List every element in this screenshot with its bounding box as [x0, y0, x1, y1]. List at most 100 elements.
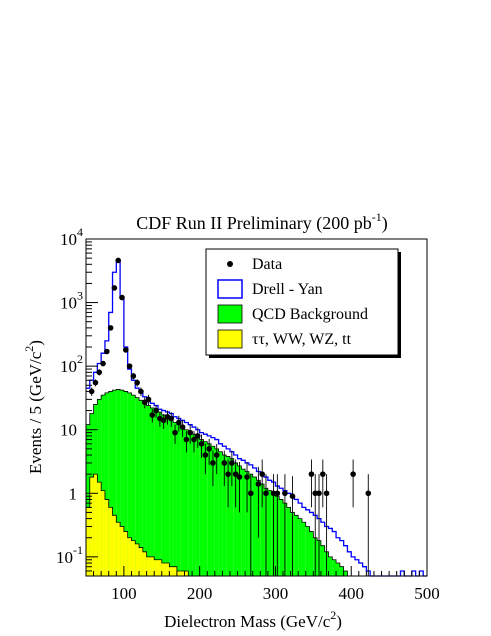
data-point	[308, 471, 315, 477]
data-point	[350, 471, 356, 477]
data-point	[232, 471, 239, 477]
chart-title-superscript: -1	[372, 210, 382, 224]
histogram-bin	[252, 477, 257, 576]
histogram-bin	[131, 395, 136, 576]
histogram-bin	[233, 462, 238, 576]
y-tick-label: 104	[60, 225, 83, 249]
histogram-bin	[336, 563, 340, 576]
histogram-bin	[169, 420, 174, 576]
histogram-bin	[199, 439, 204, 576]
data-point	[141, 399, 148, 406]
histogram-bin	[176, 424, 181, 576]
histogram-bin	[260, 484, 265, 576]
histogram-bin	[161, 563, 166, 576]
histogram-bin	[146, 405, 151, 576]
histogram-bin	[195, 435, 200, 576]
data-point	[221, 460, 228, 466]
data-point	[202, 452, 209, 458]
histogram-bin	[131, 540, 136, 576]
legend-label: QCD Background	[252, 306, 368, 323]
histogram-bin	[154, 409, 158, 576]
histogram-bin	[135, 543, 140, 576]
data-point	[198, 441, 205, 447]
histogram-bin	[146, 556, 151, 576]
histogram-bin	[154, 559, 158, 576]
histogram-bin	[301, 522, 306, 576]
x-tick-label: 200	[187, 584, 213, 603]
histogram-bin	[157, 411, 162, 576]
histogram-bin	[180, 427, 185, 576]
histogram-bin	[139, 547, 143, 576]
histogram-bin	[173, 566, 177, 576]
histogram-bin	[108, 507, 113, 576]
histogram-bin	[93, 474, 98, 576]
histogram-bin	[127, 392, 132, 576]
data-point	[100, 360, 106, 367]
histogram-bin	[157, 559, 162, 576]
histogram-bin	[135, 397, 140, 576]
histogram-bin	[120, 526, 124, 576]
histogram-bin	[229, 458, 234, 576]
legend-label: Drell - Yan	[252, 281, 323, 298]
data-point	[138, 388, 144, 395]
data-point	[107, 325, 114, 331]
histogram-bin	[142, 403, 147, 576]
histogram-bin	[245, 471, 249, 576]
data-point	[323, 490, 330, 497]
y-tick-label: 10	[60, 421, 77, 440]
histogram-bin	[286, 507, 291, 576]
data-point	[225, 471, 231, 477]
data-point	[111, 285, 118, 291]
histogram-bin	[180, 570, 185, 576]
data-point	[213, 452, 220, 458]
histogram-bin	[104, 392, 109, 576]
data-point	[263, 490, 269, 497]
histogram-bin	[267, 490, 272, 576]
histogram-bin	[279, 499, 284, 576]
data-point	[153, 407, 159, 414]
data-point	[191, 436, 197, 443]
histogram-bin	[203, 441, 208, 576]
axes: 100 200 300 400 500 10-1 1 10 102 103 104	[56, 225, 440, 603]
histogram-bin	[165, 416, 170, 576]
histogram-bin	[101, 395, 105, 576]
histogram-bin	[188, 431, 193, 576]
data-point	[96, 369, 103, 376]
data-point	[206, 446, 212, 452]
histogram-bin	[161, 415, 166, 576]
histogram-bin	[123, 531, 128, 576]
x-axis-title: Dielectron Mass (GeV/c2)	[164, 608, 342, 631]
y-tick-label: 10-1	[56, 543, 83, 567]
histogram-bin	[305, 526, 310, 576]
histogram-bin	[120, 390, 124, 576]
histogram-bin	[226, 456, 230, 576]
data-point	[282, 490, 288, 497]
histogram-bin	[150, 407, 155, 576]
histogram-bin	[169, 566, 174, 576]
data-point	[248, 490, 254, 497]
legend-label: Data	[252, 256, 282, 273]
data-point	[104, 348, 110, 355]
histogram-bin	[309, 531, 314, 576]
data-point	[255, 481, 262, 487]
histogram-bin	[173, 422, 177, 576]
data-point	[210, 460, 216, 466]
legend-swatch	[217, 279, 243, 299]
data-point	[179, 424, 186, 430]
plot-frame	[85, 238, 428, 577]
x-tick-label: 400	[338, 584, 364, 603]
data-point	[115, 257, 122, 264]
data-point	[236, 474, 243, 480]
histogram-bin	[339, 566, 344, 576]
histogram-bin	[176, 570, 181, 576]
data-point	[316, 490, 322, 497]
data-point	[122, 347, 129, 353]
histogram-bin	[112, 390, 117, 576]
histogram-bin	[108, 391, 113, 576]
data-point	[365, 490, 372, 497]
data-point	[149, 412, 156, 418]
histogram-bin	[86, 507, 90, 576]
data-point	[187, 429, 193, 436]
data-point	[134, 379, 140, 386]
